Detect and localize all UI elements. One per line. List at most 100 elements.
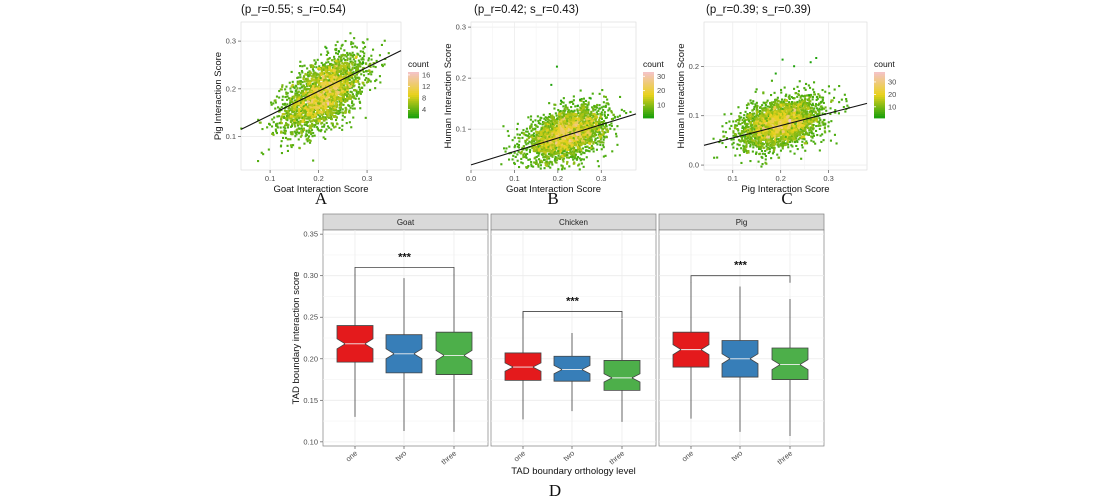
data-point — [321, 98, 324, 101]
data-point — [530, 130, 533, 133]
data-point — [310, 86, 313, 89]
data-point — [353, 64, 356, 67]
data-point — [553, 128, 556, 131]
data-point — [531, 138, 534, 141]
data-point — [525, 134, 528, 137]
data-point — [563, 167, 566, 170]
data-point — [304, 135, 307, 138]
data-point — [590, 121, 593, 124]
data-point — [581, 147, 584, 150]
data-point — [301, 81, 304, 84]
data-point — [333, 91, 336, 94]
data-point — [330, 107, 333, 110]
data-point — [299, 111, 302, 114]
legend-color-step — [408, 100, 419, 104]
data-point — [346, 97, 349, 100]
data-point — [291, 123, 294, 126]
data-point — [330, 62, 333, 65]
data-point — [604, 95, 607, 98]
data-point — [610, 110, 613, 113]
data-point — [573, 109, 576, 112]
data-point — [331, 66, 334, 69]
data-point — [346, 84, 349, 87]
data-point — [558, 152, 561, 155]
data-point — [324, 75, 327, 78]
data-point — [592, 107, 595, 110]
data-point — [568, 115, 571, 118]
data-point — [600, 117, 603, 120]
data-point — [321, 63, 324, 66]
data-point — [309, 71, 312, 74]
data-point — [575, 121, 578, 124]
data-point — [333, 98, 336, 101]
data-point — [586, 133, 589, 136]
data-point — [522, 132, 525, 135]
data-point — [313, 101, 316, 104]
data-point — [349, 71, 352, 74]
data-point — [299, 87, 302, 90]
data-point — [340, 84, 343, 87]
data-point — [303, 88, 306, 91]
data-point — [322, 119, 325, 122]
data-point — [328, 89, 331, 92]
data-point — [554, 156, 557, 159]
data-point — [351, 63, 354, 66]
data-point — [319, 115, 322, 118]
data-point — [583, 130, 586, 133]
data-point — [349, 54, 352, 57]
data-point — [278, 96, 281, 99]
data-point — [564, 104, 567, 107]
data-point — [592, 109, 595, 112]
data-point — [340, 64, 343, 67]
data-point — [240, 127, 243, 130]
data-point — [291, 84, 294, 87]
data-point — [600, 148, 603, 151]
data-point — [320, 89, 323, 92]
data-point — [305, 82, 308, 85]
legend-color-step — [408, 77, 419, 81]
data-point — [343, 81, 346, 84]
data-point — [574, 155, 577, 158]
data-point — [282, 126, 285, 129]
data-point — [285, 115, 288, 118]
data-point — [556, 151, 559, 154]
data-point — [531, 145, 534, 148]
data-point — [584, 139, 587, 142]
data-point — [312, 72, 315, 75]
data-point — [591, 124, 594, 127]
data-point — [338, 86, 341, 89]
data-point — [322, 76, 325, 79]
data-point — [312, 91, 315, 94]
data-point — [344, 98, 347, 101]
data-point — [536, 130, 539, 133]
data-point — [305, 103, 308, 106]
data-point — [324, 111, 327, 114]
data-point — [579, 147, 582, 150]
data-point — [561, 137, 564, 140]
data-point — [345, 77, 348, 80]
data-point — [347, 110, 350, 113]
data-point — [306, 96, 309, 99]
data-point — [276, 122, 279, 125]
data-point — [544, 123, 547, 126]
data-point — [326, 99, 329, 102]
data-point — [559, 134, 562, 137]
data-point — [357, 53, 360, 56]
data-point — [567, 148, 570, 151]
data-point — [337, 60, 340, 63]
data-point — [311, 135, 314, 138]
legend-color-step — [408, 73, 419, 77]
data-point — [283, 115, 286, 118]
data-point — [328, 75, 331, 78]
data-point — [579, 135, 582, 138]
data-point — [563, 150, 566, 153]
data-point — [329, 99, 332, 102]
data-point — [580, 99, 583, 102]
data-point — [306, 82, 309, 85]
data-point — [559, 110, 562, 113]
data-point — [346, 59, 349, 62]
data-point — [524, 139, 527, 142]
data-point — [292, 144, 295, 147]
data-point — [308, 102, 311, 105]
data-point — [596, 103, 599, 106]
